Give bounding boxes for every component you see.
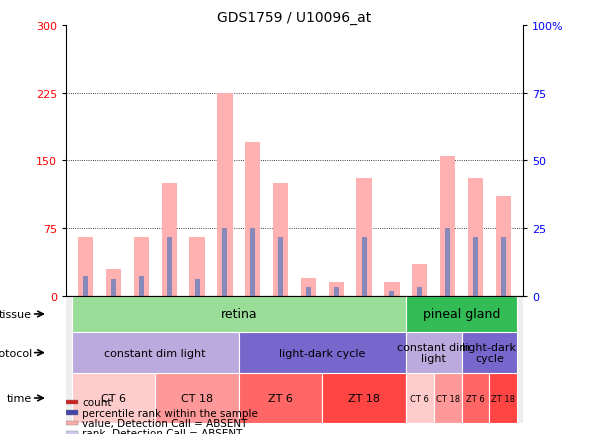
Text: tissue: tissue: [0, 309, 32, 319]
Bar: [111, 280, 116, 296]
Bar: [384, 283, 400, 296]
Text: retina: retina: [221, 308, 257, 321]
Text: light-dark cycle: light-dark cycle: [279, 348, 365, 358]
Bar: [356, 179, 372, 296]
Bar: [66, 431, 78, 434]
Text: percentile rank within the sample: percentile rank within the sample: [82, 408, 258, 418]
Text: protocol: protocol: [0, 348, 32, 358]
Bar: [389, 291, 394, 296]
Bar: [72, 296, 406, 332]
Bar: [162, 184, 177, 296]
Bar: [245, 143, 260, 296]
Bar: [440, 157, 456, 296]
Text: ZT 6: ZT 6: [466, 394, 485, 403]
Bar: [66, 421, 78, 425]
Text: ZT 6: ZT 6: [268, 393, 293, 403]
Text: time: time: [7, 393, 32, 403]
Text: ZT 18: ZT 18: [492, 394, 516, 403]
Text: CT 6: CT 6: [410, 394, 429, 403]
Bar: [417, 287, 423, 296]
Bar: [406, 332, 462, 373]
Text: CT 18: CT 18: [181, 393, 213, 403]
Text: ZT 18: ZT 18: [348, 393, 380, 403]
Bar: [78, 237, 93, 296]
Bar: [139, 276, 144, 296]
Bar: [412, 264, 427, 296]
Bar: [273, 184, 288, 296]
Bar: [468, 179, 483, 296]
Bar: [133, 237, 149, 296]
Bar: [322, 373, 406, 423]
Bar: [406, 373, 434, 423]
Bar: [250, 228, 255, 296]
Bar: [72, 332, 239, 373]
Bar: [83, 276, 88, 296]
Bar: [306, 287, 311, 296]
Bar: [195, 280, 200, 296]
Text: light-dark
cycle: light-dark cycle: [462, 342, 516, 363]
Bar: [278, 237, 283, 296]
Bar: [462, 332, 517, 373]
Text: value, Detection Call = ABSENT: value, Detection Call = ABSENT: [82, 418, 248, 428]
Bar: [300, 278, 316, 296]
Text: CT 18: CT 18: [436, 394, 460, 403]
Text: count: count: [82, 397, 112, 407]
Bar: [189, 237, 205, 296]
Bar: [166, 237, 172, 296]
Text: constant dim
light: constant dim light: [397, 342, 471, 363]
Bar: [473, 237, 478, 296]
Bar: [66, 400, 78, 404]
Bar: [239, 332, 406, 373]
Bar: [334, 287, 339, 296]
Bar: [106, 269, 121, 296]
Bar: [329, 283, 344, 296]
Bar: [217, 93, 233, 296]
Text: constant dim light: constant dim light: [105, 348, 206, 358]
Text: pineal gland: pineal gland: [423, 308, 500, 321]
Bar: [501, 237, 506, 296]
Bar: [239, 373, 322, 423]
Text: CT 6: CT 6: [101, 393, 126, 403]
Bar: [72, 373, 155, 423]
Text: rank, Detection Call = ABSENT: rank, Detection Call = ABSENT: [82, 428, 242, 434]
Bar: [66, 411, 78, 415]
Bar: [445, 228, 450, 296]
Bar: [434, 373, 462, 423]
Bar: [222, 228, 227, 296]
Bar: [496, 197, 511, 296]
Bar: [462, 373, 489, 423]
Bar: [406, 296, 517, 332]
Bar: [489, 373, 517, 423]
Bar: [155, 373, 239, 423]
Title: GDS1759 / U10096_at: GDS1759 / U10096_at: [218, 11, 371, 25]
Bar: [362, 237, 367, 296]
